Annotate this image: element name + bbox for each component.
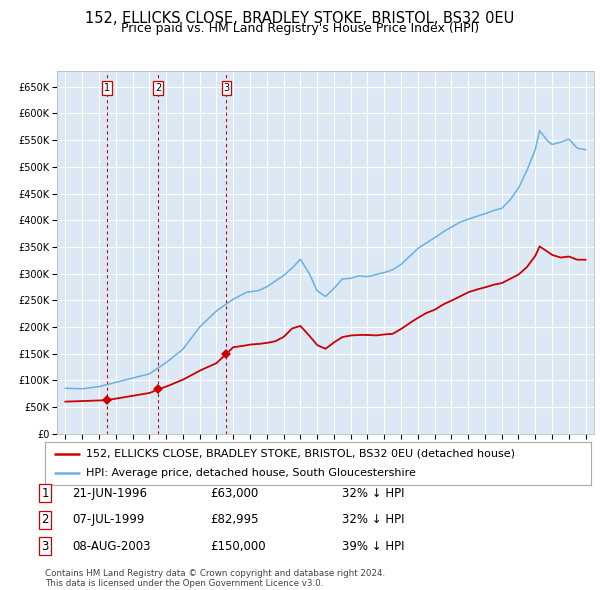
Text: Contains HM Land Registry data © Crown copyright and database right 2024.
This d: Contains HM Land Registry data © Crown c… [45,569,385,588]
Text: 21-JUN-1996: 21-JUN-1996 [72,487,147,500]
Text: 07-JUL-1999: 07-JUL-1999 [72,513,145,526]
Text: HPI: Average price, detached house, South Gloucestershire: HPI: Average price, detached house, Sout… [86,468,416,478]
Text: 08-AUG-2003: 08-AUG-2003 [72,540,151,553]
Text: 2: 2 [41,513,49,526]
Text: £150,000: £150,000 [210,540,266,553]
Text: 3: 3 [41,540,49,553]
Text: 2: 2 [155,83,161,93]
Text: 3: 3 [223,83,230,93]
Text: £82,995: £82,995 [210,513,259,526]
Text: 1: 1 [41,487,49,500]
Text: 1: 1 [104,83,110,93]
Text: 32% ↓ HPI: 32% ↓ HPI [342,513,404,526]
Text: Price paid vs. HM Land Registry's House Price Index (HPI): Price paid vs. HM Land Registry's House … [121,22,479,35]
Text: 152, ELLICKS CLOSE, BRADLEY STOKE, BRISTOL, BS32 0EU (detached house): 152, ELLICKS CLOSE, BRADLEY STOKE, BRIST… [86,448,515,458]
Text: 32% ↓ HPI: 32% ↓ HPI [342,487,404,500]
Text: 39% ↓ HPI: 39% ↓ HPI [342,540,404,553]
Text: 152, ELLICKS CLOSE, BRADLEY STOKE, BRISTOL, BS32 0EU: 152, ELLICKS CLOSE, BRADLEY STOKE, BRIST… [85,11,515,25]
Text: £63,000: £63,000 [210,487,258,500]
